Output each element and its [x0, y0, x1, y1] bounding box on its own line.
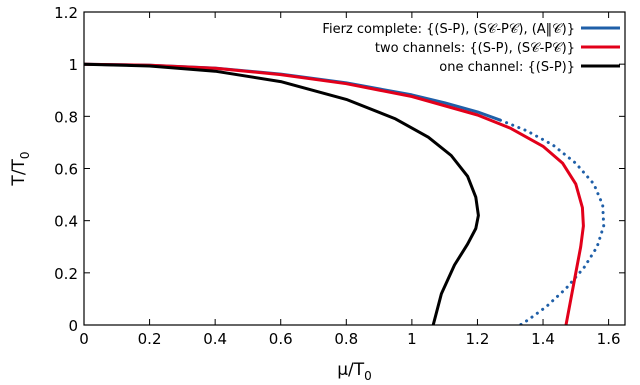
x-tick-label: 0 — [79, 330, 89, 348]
series-line-1-solid — [84, 62, 501, 122]
x-tick-label: 1.6 — [597, 330, 621, 348]
x-tick-label: 1 — [407, 330, 417, 348]
y-tick-label: 0.4 — [54, 213, 78, 231]
x-axis-label: μ/T0 — [337, 360, 372, 383]
legend-label: one channel: {(S-P)} — [439, 60, 575, 75]
plot-lines — [84, 62, 606, 325]
legend-label: Fierz complete: {(S-P), (S𝒞-P𝒞), (A‖𝒞)} — [322, 22, 575, 37]
y-tick-label: 0.6 — [54, 161, 78, 179]
y-axis-label: T/T0 — [9, 151, 32, 186]
x-tick-label: 0.6 — [269, 330, 293, 348]
x-tick-label: 1.4 — [531, 330, 555, 348]
x-tick-label: 0.4 — [203, 330, 227, 348]
legend: Fierz complete: {(S-P), (S𝒞-P𝒞), (A‖𝒞)} t… — [322, 22, 620, 75]
series-line-3-solid — [84, 62, 480, 325]
axis-ticks: 0 0.2 0.4 0.6 0.8 1 1.2 1.4 1.6 0 0.2 0.4 0.6 0.8 1 1.2 — [54, 4, 625, 348]
series-line-2-solid — [84, 62, 585, 325]
y-tick-label: 1.2 — [54, 4, 78, 22]
series-line-1-dotted — [498, 118, 606, 325]
y-tick-label: 0.2 — [54, 265, 78, 283]
y-tick-label: 1 — [68, 56, 78, 74]
x-tick-label: 0.2 — [138, 330, 162, 348]
y-tick-label: 0 — [68, 317, 78, 335]
plot-frame — [83, 11, 626, 326]
y-tick-label: 0.8 — [54, 108, 78, 126]
x-tick-label: 0.8 — [334, 330, 358, 348]
legend-label: two channels: {(S-P), (S𝒞-P𝒞)} — [375, 41, 575, 56]
x-tick-label: 1.2 — [466, 330, 490, 348]
